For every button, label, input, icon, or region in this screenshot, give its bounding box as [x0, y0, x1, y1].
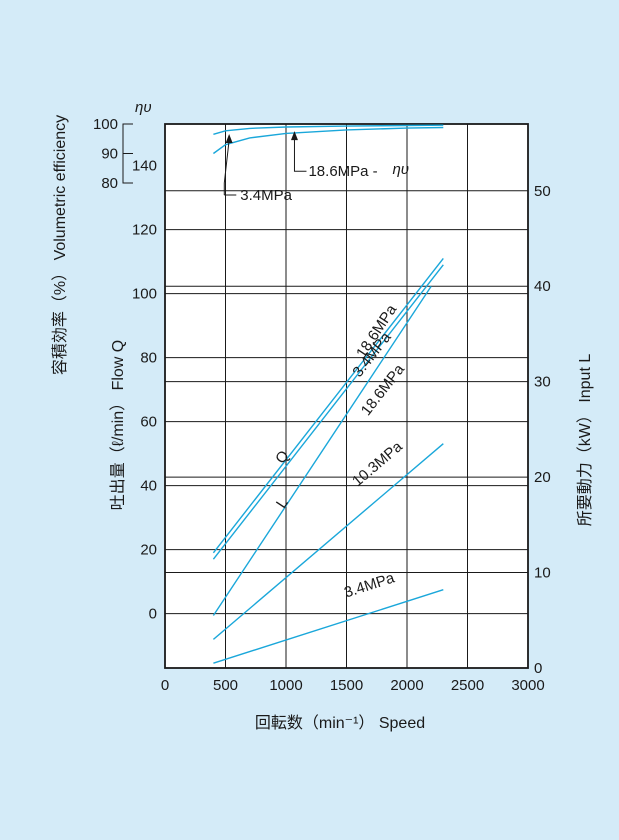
label-efficiency-symbol: ηυ: [392, 161, 409, 178]
input-tick-label: 30: [534, 374, 551, 391]
series-efficiency-3-4mpa: [213, 124, 444, 135]
flow-tick-label: 120: [132, 222, 157, 239]
series-flow-3-4mpa: [212, 257, 444, 554]
x-tick-label: 2000: [390, 677, 423, 694]
flow-tick-label: 40: [140, 478, 157, 495]
x-tick-label: 500: [213, 677, 238, 694]
flow-tick-label: 20: [140, 542, 157, 559]
series-flow-18-6mpa: [212, 264, 444, 560]
x-tick-label: 1500: [330, 677, 363, 694]
x-tick-label: 1000: [269, 677, 302, 694]
efficiency-tick-label: 80: [101, 175, 118, 192]
arrowhead-18-6mpa: [290, 131, 298, 141]
input-tick-label: 40: [534, 278, 551, 295]
input-axis-title: 所要動力（kW） Input L: [576, 354, 594, 527]
arrowhead-3-4mpa: [225, 134, 233, 144]
flow-tick-label: 60: [140, 414, 157, 431]
flow-tick-label: 0: [149, 606, 157, 623]
label-efficiency-3-4mpa: 3.4MPa: [240, 187, 292, 204]
input-tick-label: 20: [534, 469, 551, 486]
flow-axis-title: 吐出量（ℓ/min） Flow Q: [109, 340, 127, 511]
input-tick-label: 50: [534, 183, 551, 200]
series-efficiency-18-6mpa: [212, 126, 444, 155]
label-efficiency-18-6mpa: 18.6MPa -: [308, 163, 377, 180]
efficiency-axis-title: 容積効率（%） Volumetric efficiency: [51, 115, 69, 375]
x-axis-title: 回転数（min⁻¹） Speed: [255, 714, 425, 732]
leader-18-6mpa: [293, 139, 307, 172]
input-tick-label: 10: [534, 565, 551, 582]
series-input-3-4mpa: [213, 589, 444, 664]
efficiency-tick-label: 90: [101, 146, 118, 163]
x-tick-label: 2500: [451, 677, 484, 694]
flow-tick-label: 140: [132, 158, 157, 175]
flow-tick-label: 100: [132, 286, 157, 303]
series-input-18-6mpa: [212, 285, 432, 616]
x-tick-label: 3000: [511, 677, 544, 694]
input-tick-label: 0: [534, 660, 542, 677]
efficiency-tick-label: 100: [93, 116, 118, 133]
x-tick-label: 0: [161, 677, 169, 694]
flow-tick-label: 80: [140, 350, 157, 367]
leader-3-4mpa: [223, 139, 230, 195]
series-input-10-3mpa: [212, 443, 444, 640]
efficiency-symbol: ηυ: [135, 99, 152, 116]
